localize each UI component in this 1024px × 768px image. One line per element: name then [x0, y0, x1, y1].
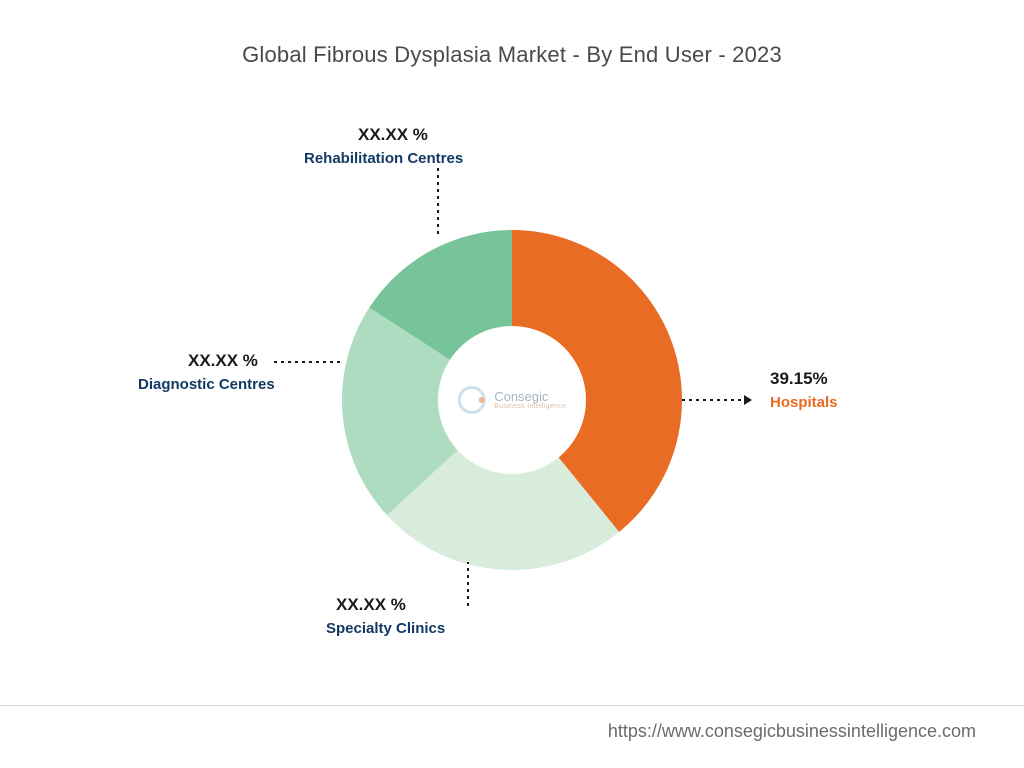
footer-url: https://www.consegicbusinessintelligence… [608, 721, 976, 742]
leader-lines [0, 0, 1024, 768]
leader-arrow-hospitals [744, 395, 752, 405]
footer-divider [0, 705, 1024, 706]
